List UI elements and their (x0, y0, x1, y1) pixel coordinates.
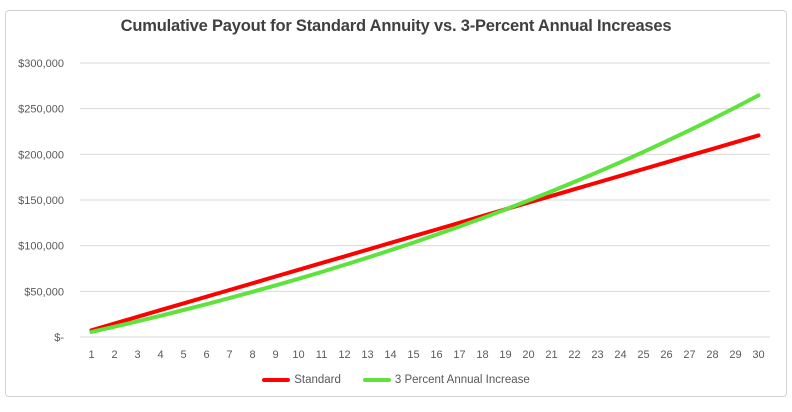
x-tick-label: 16 (430, 349, 442, 361)
x-tick-label: 14 (384, 349, 396, 361)
legend-swatch-3-percent-annual-increase (362, 378, 391, 382)
series-line-standard (89, 133, 761, 333)
x-tick-label: 10 (292, 349, 304, 361)
x-tick-label: 21 (545, 349, 557, 361)
x-tick-label: 18 (476, 349, 488, 361)
x-tick-label: 27 (683, 349, 695, 361)
x-tick-label: 24 (614, 349, 626, 361)
x-tick-label: 19 (499, 349, 511, 361)
x-tick-label: 20 (522, 349, 534, 361)
x-tick-label: 25 (637, 349, 649, 361)
x-tick-label: 11 (316, 349, 327, 361)
x-tick-label: 30 (752, 349, 764, 361)
x-tick-label: 1 (88, 349, 94, 361)
x-tick-label: 22 (568, 349, 580, 361)
y-tick-label: $150,000 (18, 195, 64, 207)
x-tick-label: 9 (272, 349, 278, 361)
series-line-3-percent-annual-increase (89, 93, 761, 334)
x-tick-label: 5 (180, 349, 186, 361)
x-tick-label: 13 (361, 349, 373, 361)
x-tick-label: 17 (453, 349, 465, 361)
y-tick-label: $250,000 (18, 104, 64, 116)
legend: Standard 3 Percent Annual Increase (0, 371, 792, 389)
y-tick-label: $200,000 (18, 149, 64, 161)
x-tick-label: 3 (134, 349, 140, 361)
legend-item-3-percent-annual-increase: 3 Percent Annual Increase (362, 374, 530, 386)
chart-frame (5, 10, 787, 397)
x-tick-label: 15 (407, 349, 419, 361)
x-tick-label: 26 (660, 349, 672, 361)
y-tick-label: $300,000 (18, 58, 64, 70)
legend-label-3-percent-annual-increase: 3 Percent Annual Increase (394, 374, 530, 386)
x-tick-label: 4 (157, 349, 163, 361)
y-tick-label: $100,000 (18, 241, 64, 253)
x-tick-label: 8 (249, 349, 255, 361)
legend-label-standard: Standard (294, 374, 341, 386)
y-tick-label: $- (54, 332, 64, 344)
x-tick-label: 23 (591, 349, 603, 361)
legend-swatch-standard (262, 378, 291, 382)
x-tick-label: 29 (729, 349, 741, 361)
chart-title: Cumulative Payout for Standard Annuity v… (120, 17, 672, 35)
x-tick-label: 12 (338, 349, 350, 361)
legend-item-standard: Standard (262, 374, 341, 386)
x-tick-label: 28 (706, 349, 718, 361)
x-tick-label: 2 (111, 349, 117, 361)
y-tick-label: $50,000 (24, 286, 64, 298)
x-tick-label: 6 (203, 349, 209, 361)
x-tick-label: 7 (226, 349, 232, 361)
